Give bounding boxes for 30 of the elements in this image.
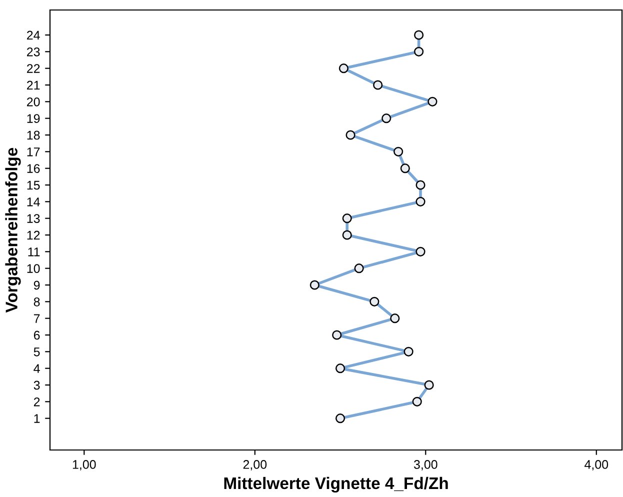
x-tick-label: 3,00: [414, 460, 438, 470]
y-tick-label: 20: [27, 97, 40, 106]
y-tick-label: 3: [34, 380, 40, 390]
y-tick-label: 22: [27, 64, 40, 73]
y-tick-label: 9: [34, 280, 40, 290]
y-tick-label: 8: [34, 297, 40, 306]
x-axis-title: Mittelwerte Vignette 4_Fd/Zh: [224, 476, 448, 493]
y-tick-label: 12: [27, 230, 40, 240]
y-tick-label: 7: [34, 314, 40, 323]
y-tick-label: 17: [27, 148, 40, 156]
y-tick-label: 23: [27, 47, 40, 56]
y-axis-title: Vorgabenreihenfolge: [5, 148, 21, 313]
y-tick-label: 5: [34, 348, 40, 356]
y-tick-label: 2: [34, 397, 40, 406]
y-tick-label: 1: [34, 414, 40, 423]
x-tick-label: 4,00: [584, 460, 608, 470]
y-tick-label: 6: [34, 330, 40, 340]
y-tick-label: 24: [27, 30, 40, 40]
y-tick-label: 19: [27, 114, 40, 123]
x-tick-label: 2,00: [243, 460, 267, 470]
y-tick-label: 18: [27, 130, 40, 140]
y-tick-label: 14: [27, 198, 40, 206]
y-tick-label: 4: [34, 364, 40, 373]
x-tick-label: 1,00: [72, 460, 96, 470]
y-tick-label: 11: [28, 248, 40, 256]
y-tick-label: 15: [27, 180, 40, 190]
y-tick-label: 13: [27, 214, 40, 223]
y-tick-label: 10: [27, 264, 40, 273]
y-tick-label: 21: [27, 80, 40, 90]
y-tick-label: 16: [27, 164, 40, 173]
